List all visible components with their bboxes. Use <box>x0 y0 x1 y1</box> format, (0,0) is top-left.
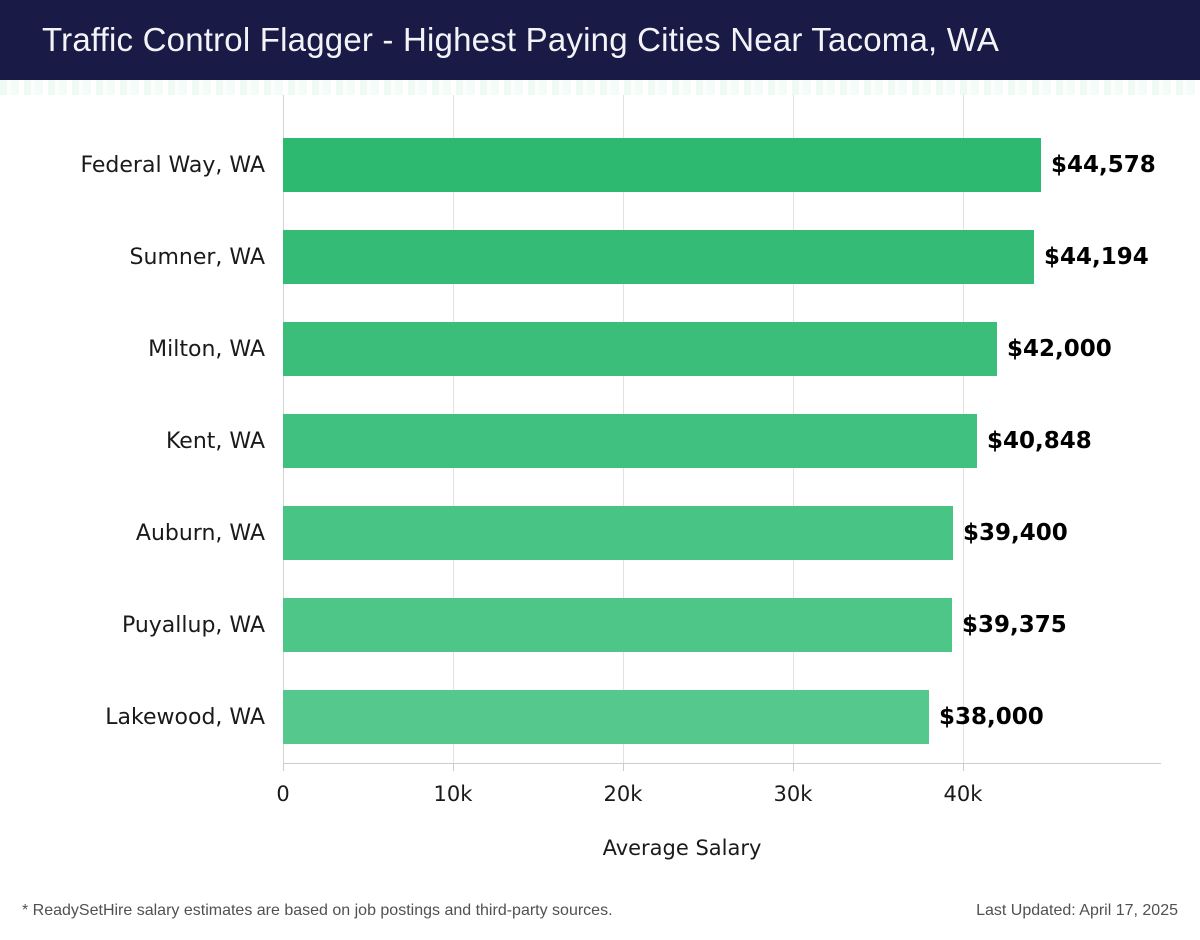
bar-row: Kent, WA $40,848 <box>0 395 1200 487</box>
tick-mark <box>453 763 454 771</box>
bar-rows: Federal Way, WA $44,578 Sumner, WA $44,1… <box>0 119 1200 763</box>
bar-row: Milton, WA $42,000 <box>0 303 1200 395</box>
tick-mark <box>963 763 964 771</box>
x-axis-line <box>283 763 1161 764</box>
source-note: * ReadySetHire salary estimates are base… <box>22 902 613 919</box>
x-tick-label: 0 <box>276 782 290 806</box>
bar <box>283 598 952 652</box>
category-label: Kent, WA <box>165 428 265 454</box>
category-label: Auburn, WA <box>135 520 265 546</box>
bar-row: Federal Way, WA $44,578 <box>0 119 1200 211</box>
x-tick-label: 40k <box>943 782 983 806</box>
bar <box>283 322 997 376</box>
x-tick-label: 30k <box>773 782 813 806</box>
value-label: $38,000 <box>939 704 1044 730</box>
category-label: Puyallup, WA <box>121 612 265 638</box>
category-label: Federal Way, WA <box>80 152 265 178</box>
x-axis-title: Average Salary <box>602 836 762 860</box>
bar-row: Puyallup, WA $39,375 <box>0 579 1200 671</box>
value-label: $39,375 <box>962 612 1067 638</box>
value-label: $44,578 <box>1051 152 1156 178</box>
bar-track: $38,000 <box>283 690 1044 744</box>
value-label: $42,000 <box>1007 336 1112 362</box>
bar-track: $42,000 <box>283 322 1112 376</box>
value-label: $44,194 <box>1044 244 1149 270</box>
bar-track: $40,848 <box>283 414 1092 468</box>
tick-mark <box>623 763 624 771</box>
page-title: Traffic Control Flagger - Highest Paying… <box>42 21 1000 58</box>
bar-row: Auburn, WA $39,400 <box>0 487 1200 579</box>
bar-track: $39,400 <box>283 506 1068 560</box>
title-bar: Traffic Control Flagger - Highest Paying… <box>0 0 1200 80</box>
bar-track: $44,194 <box>283 230 1149 284</box>
bar <box>283 138 1041 192</box>
category-label: Sumner, WA <box>129 244 265 270</box>
category-label: Milton, WA <box>148 336 265 362</box>
bar <box>283 414 977 468</box>
bar-track: $39,375 <box>283 598 1067 652</box>
value-label: $40,848 <box>987 428 1092 454</box>
value-label: $39,400 <box>963 520 1068 546</box>
bar-track: $44,578 <box>283 138 1156 192</box>
category-label: Lakewood, WA <box>105 704 265 730</box>
bar-row: Lakewood, WA $38,000 <box>0 671 1200 763</box>
x-tick-label: 20k <box>603 782 643 806</box>
bar <box>283 690 929 744</box>
bar <box>283 506 953 560</box>
tick-mark <box>793 763 794 771</box>
last-updated: Last Updated: April 17, 2025 <box>976 902 1178 919</box>
watermark-strip <box>0 80 1200 95</box>
tick-mark <box>283 763 284 771</box>
x-tick-label: 10k <box>433 782 473 806</box>
bar-row: Sumner, WA $44,194 <box>0 211 1200 303</box>
bar <box>283 230 1034 284</box>
